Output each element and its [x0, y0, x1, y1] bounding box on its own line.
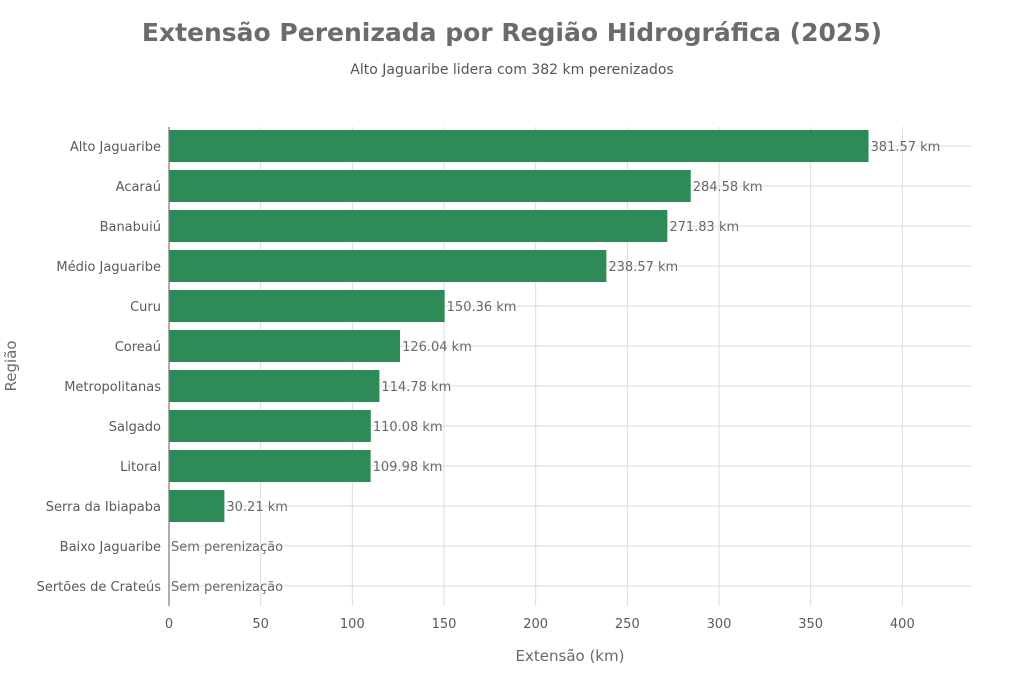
x-tick-label: 350 — [798, 617, 823, 632]
x-tick-label: 150 — [432, 617, 457, 632]
bar-value-label: 284.58 km — [693, 180, 763, 195]
y-tick-label: Baixo Jaguaribe — [60, 540, 161, 555]
bar-value-label: 238.57 km — [608, 260, 678, 275]
x-tick-label: 100 — [340, 617, 365, 632]
bar-value-label: 30.21 km — [226, 500, 288, 515]
y-tick-label: Metropolitanas — [64, 380, 161, 395]
bar-value-label: 109.98 km — [373, 460, 443, 475]
y-tick-label: Banabuiú — [100, 220, 161, 235]
bar[interactable] — [169, 130, 869, 162]
y-tick-label: Alto Jaguaribe — [70, 140, 161, 155]
x-tick-label: 250 — [615, 617, 640, 632]
bar[interactable] — [169, 330, 401, 362]
bar-value-label: 381.57 km — [871, 140, 941, 155]
bar-value-label: 110.08 km — [373, 420, 443, 435]
bar[interactable] — [169, 210, 668, 242]
bar[interactable] — [169, 170, 691, 202]
bar[interactable] — [169, 370, 380, 402]
bar-value-label: 126.04 km — [402, 340, 472, 355]
x-tick-label: 50 — [252, 617, 269, 632]
y-tick-label: Serra da Ibiapaba — [46, 500, 161, 515]
bar[interactable] — [169, 290, 445, 322]
x-tick-label: 400 — [890, 617, 915, 632]
bar-value-label: 114.78 km — [381, 380, 451, 395]
y-tick-label: Acaraú — [116, 180, 161, 195]
x-tick-label: 200 — [523, 617, 548, 632]
x-tick-label: 300 — [707, 617, 732, 632]
bar-value-label: Sem perenização — [171, 540, 283, 555]
x-axis-title: Extensão (km) — [516, 647, 625, 665]
y-tick-label: Litoral — [120, 460, 161, 475]
bar[interactable] — [169, 410, 371, 442]
x-tick-label: 0 — [165, 617, 173, 632]
chart-subtitle: Alto Jaguaribe lidera com 382 km pereniz… — [350, 62, 674, 78]
bar-value-label: 150.36 km — [447, 300, 517, 315]
bar[interactable] — [169, 250, 607, 282]
labels: 0 50 100 150 200 250 300 350 400 Alto Jaguaribe 38… — [37, 140, 941, 632]
bar-value-label: Sem perenização — [171, 580, 283, 595]
y-tick-label: Coreaú — [115, 340, 161, 355]
y-tick-label: Curu — [130, 300, 161, 315]
y-tick-label: Salgado — [109, 420, 161, 435]
y-tick-label: Médio Jaguaribe — [56, 260, 161, 275]
bars — [169, 130, 869, 522]
bar[interactable] — [169, 490, 225, 522]
y-tick-label: Sertões de Crateús — [37, 580, 162, 595]
y-axis-title: Região — [2, 340, 20, 391]
chart-title: Extensão Perenizada por Região Hidrográf… — [141, 18, 883, 47]
bar[interactable] — [169, 450, 371, 482]
bar-value-label: 271.83 km — [669, 220, 739, 235]
